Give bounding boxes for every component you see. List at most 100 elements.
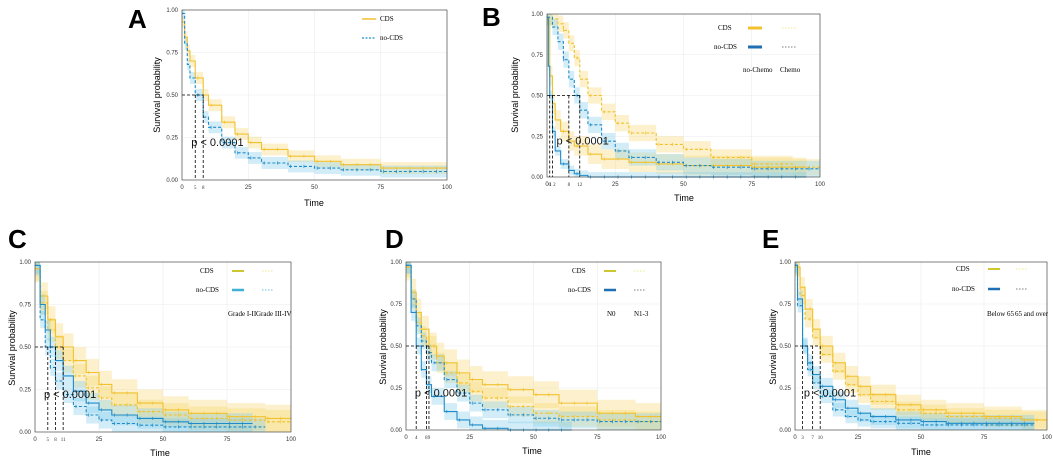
y-tick-label: 0.75 <box>166 51 178 57</box>
legend: CDS no-CDS <box>362 15 403 42</box>
p-value-label: p < 0.0001 <box>415 387 467 399</box>
y-axis-title: Survival probability <box>378 309 388 385</box>
x-axis-title: Time <box>674 193 694 203</box>
y-tick-label: 0.25 <box>531 134 543 140</box>
confidence-band <box>547 14 807 177</box>
survival-curve <box>795 266 1047 421</box>
legend-cds-label: CDS <box>718 24 732 32</box>
legend-column-1: no-Chemo <box>743 66 773 74</box>
x-tick-label: 100 <box>815 182 826 188</box>
y-tick-label: 0.75 <box>19 303 31 309</box>
median-time-label: 5 <box>47 438 50 443</box>
legend-nocds-label: no-CDS <box>568 286 591 294</box>
x-tick-label: 25 <box>245 185 252 191</box>
legend-cds-label: CDS <box>380 15 394 23</box>
x-tick-label: 25 <box>96 437 103 443</box>
median-time-label: 10 <box>818 436 824 441</box>
median-time-label: 3 <box>801 436 804 441</box>
y-axis-title: Survival probability <box>510 57 520 133</box>
median-time-label: 9 <box>428 436 431 441</box>
x-tick-label: 100 <box>286 437 297 443</box>
survival-curve <box>547 16 820 168</box>
survival-curve <box>406 266 661 418</box>
x-tick-label: 50 <box>680 182 687 188</box>
legend-column-2: Chemo <box>780 66 801 74</box>
median-time-label: 5 <box>194 186 197 191</box>
x-tick-label: 0 <box>404 435 408 441</box>
legend-cds-label: CDS <box>572 267 586 275</box>
x-tick-label: 25 <box>855 435 862 441</box>
x-tick-label: 50 <box>311 185 318 191</box>
survival-curve <box>35 264 253 425</box>
y-tick-label: 0.50 <box>531 94 543 100</box>
legend-nocds-label: no-CDS <box>380 34 403 42</box>
x-tick-label: 50 <box>530 435 537 441</box>
y-tick-label: 0.75 <box>390 302 402 308</box>
y-tick-label: 1.00 <box>531 12 543 18</box>
confidence-band <box>795 262 1047 430</box>
p-value-label: p < 0.0001 <box>191 137 243 149</box>
x-axis-title: Time <box>911 447 931 457</box>
x-tick-label: 100 <box>442 185 453 191</box>
plot-frame <box>405 261 662 431</box>
panel-d: D Survival probability Time 0.00 0.25 0.50… <box>378 224 667 456</box>
median-time-label: 11 <box>61 438 66 443</box>
x-tick-label: 75 <box>224 437 231 443</box>
y-tick-label: 0.25 <box>779 386 791 392</box>
panel-b: B Survival probability Time 0.00 0.25 0.50… <box>482 2 826 203</box>
x-tick-label: 50 <box>918 435 925 441</box>
y-tick-label: 0.50 <box>166 93 178 99</box>
x-axis-title: Time <box>150 448 170 458</box>
y-axis-title: Survival probability <box>7 310 17 386</box>
legend: CDS no-CDS N0 N1-3 <box>568 267 649 318</box>
confidence-band <box>406 262 661 430</box>
x-tick-label: 100 <box>1042 435 1053 441</box>
legend: CDS no-CDS Grade I-II Grade III-IV <box>196 267 292 318</box>
survival-curve <box>547 16 820 170</box>
legend-column-2: Grade III-IV <box>256 310 292 318</box>
y-tick-label: 1.00 <box>390 260 402 266</box>
median-time-label: 1 2 <box>549 183 556 188</box>
median-time-label: 12 <box>577 183 583 188</box>
x-tick-label: 100 <box>656 435 667 441</box>
plot-frame <box>546 13 821 178</box>
panel-letter: B <box>482 2 501 32</box>
legend-nocds-label: no-CDS <box>196 286 219 294</box>
y-tick-label: 0.75 <box>779 302 791 308</box>
x-tick-label: 75 <box>594 435 601 441</box>
median-time-label: 8 <box>54 438 57 443</box>
y-tick-label: 0.00 <box>166 178 178 184</box>
x-tick-label: 25 <box>466 435 473 441</box>
y-tick-label: 0.50 <box>19 345 31 351</box>
survival-curve <box>182 12 447 173</box>
median-time-label: 4 <box>415 436 418 441</box>
legend-cds-label: CDS <box>200 267 214 275</box>
x-tick-label: 0 <box>180 185 184 191</box>
median-time-label: 0 <box>548 183 551 188</box>
legend-column-2: 65 and over <box>1015 310 1049 318</box>
confidence-band <box>547 14 820 176</box>
confidence-band <box>406 262 661 430</box>
confidence-band <box>35 262 253 432</box>
legend-nocds-label: no-CDS <box>714 43 737 51</box>
x-tick-label: 75 <box>981 435 988 441</box>
y-tick-label: 0.00 <box>531 175 543 181</box>
median-time-label: 7 <box>811 436 814 441</box>
p-value-label: p < 0.0001 <box>44 389 96 401</box>
p-value-label: p < 0.0001 <box>557 135 609 147</box>
x-tick-label: 0 <box>793 435 797 441</box>
panel-letter: D <box>385 224 404 254</box>
x-tick-label: 0 <box>33 437 37 443</box>
median-time-label: 8 <box>202 186 205 191</box>
y-tick-label: 0.00 <box>779 428 791 434</box>
plot-frame <box>34 261 292 433</box>
y-tick-label: 0.25 <box>19 388 31 394</box>
x-tick-label: 25 <box>612 182 619 188</box>
y-tick-label: 1.00 <box>19 260 31 266</box>
y-tick-label: 1.00 <box>779 260 791 266</box>
plot-frame <box>794 261 1048 431</box>
median-time-label: 8 <box>425 436 428 441</box>
panel-letter: C <box>8 224 27 254</box>
legend-column-1: Grade I-II <box>228 310 257 318</box>
x-tick-label: 0 <box>545 182 549 188</box>
